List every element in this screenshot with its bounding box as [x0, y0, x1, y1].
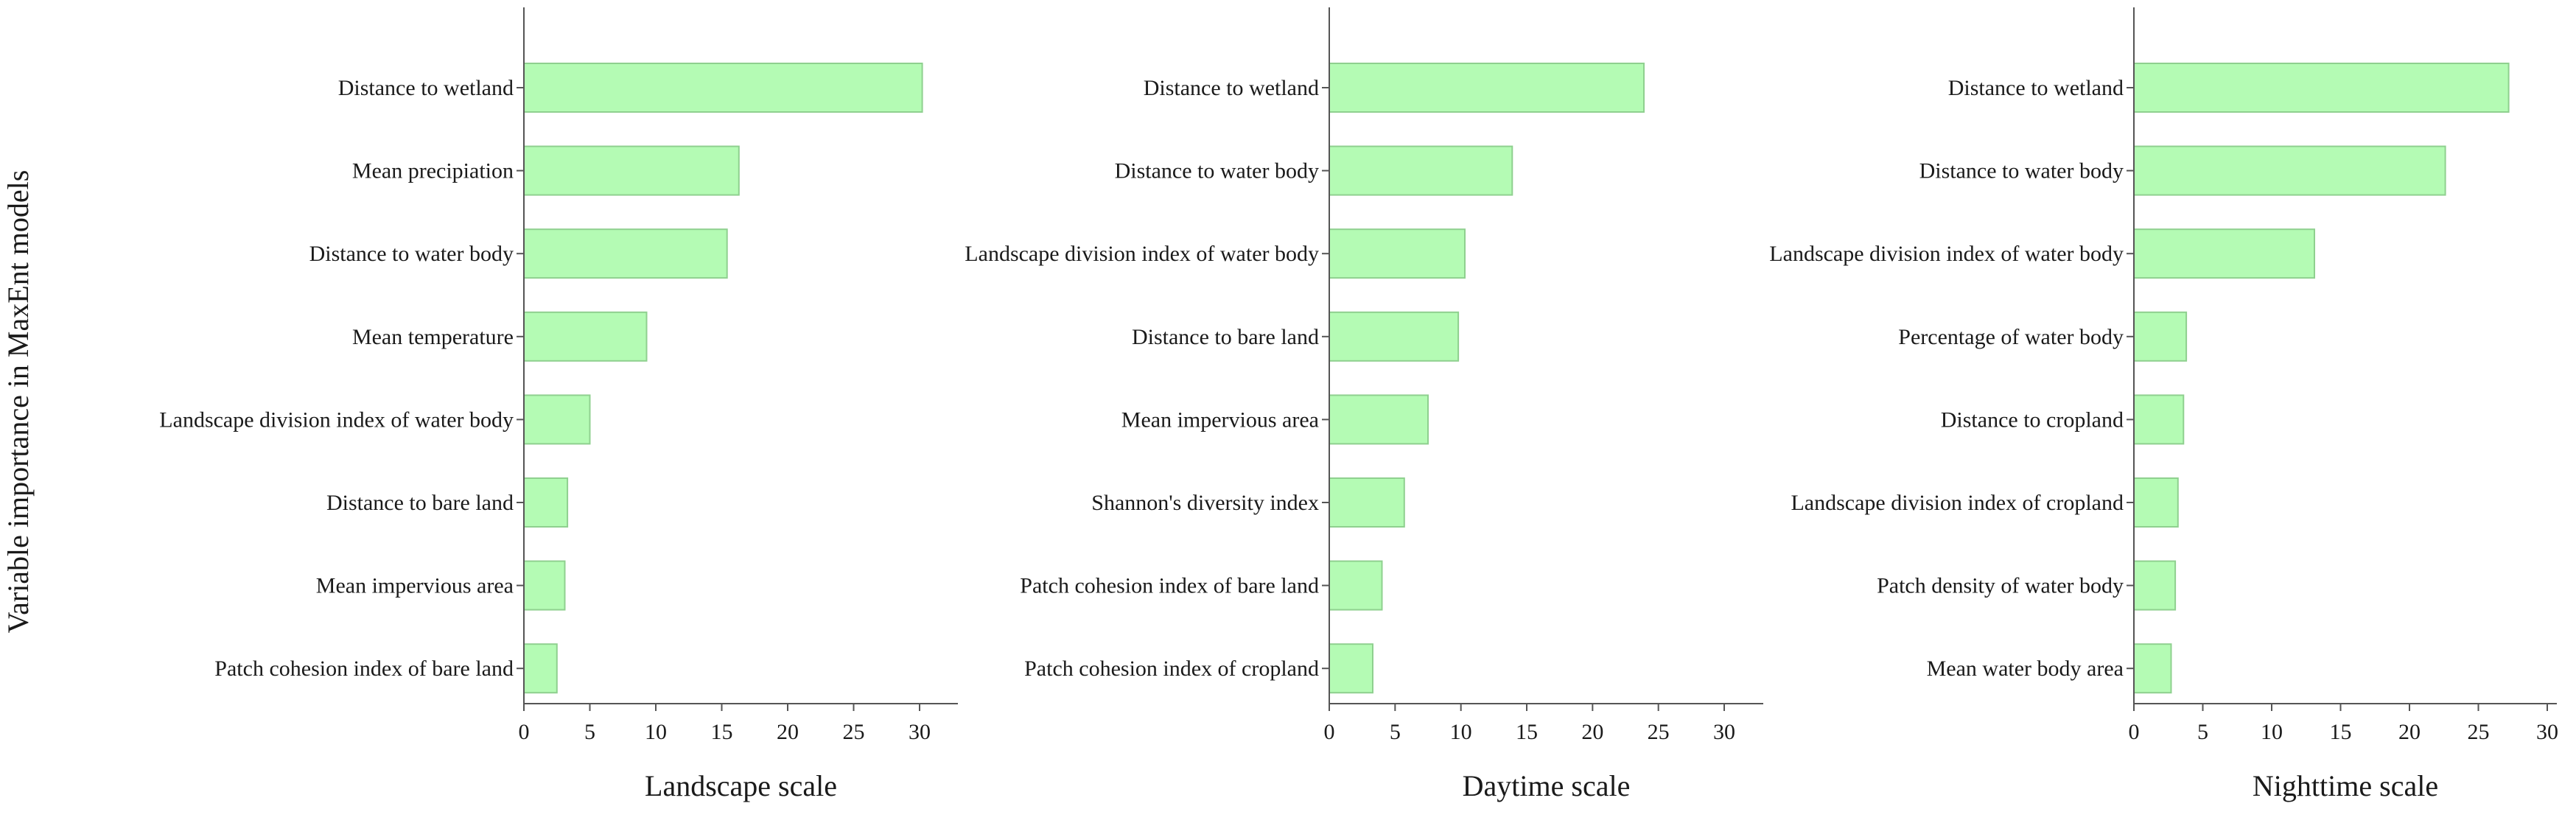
bar-mark	[1329, 311, 1460, 362]
category-label: Landscape division index of water body	[159, 407, 514, 432]
bar-mark	[523, 228, 728, 279]
bar-mark	[1329, 63, 1645, 113]
x-tick-label: 25	[2468, 720, 2490, 744]
category-label: Patch cohesion index of cropland	[1024, 656, 1319, 681]
bar-mark	[523, 63, 923, 113]
category-label: Mean impervious area	[316, 574, 514, 598]
category-label: Percentage of water body	[1898, 325, 2124, 349]
x-tick-label: 10	[645, 720, 667, 744]
y-axis-title: Variable importance in MaxEnt models	[1, 170, 35, 634]
bar-mark	[2133, 145, 2446, 196]
bar-mark	[1329, 643, 1373, 694]
category-label: Patch cohesion index of bare land	[1020, 574, 1319, 598]
bar-mark	[2133, 643, 2172, 694]
x-tick-label: 0	[2129, 720, 2140, 744]
x-tick-label: 20	[777, 720, 799, 744]
category-label: Patch cohesion index of bare land	[214, 656, 514, 681]
x-tick-label: 15	[711, 720, 733, 744]
category-label: Landscape division index of water body	[1769, 242, 2124, 266]
bar-mark	[1329, 560, 1383, 611]
bar-mark	[2133, 311, 2188, 362]
bar-mark	[2133, 560, 2177, 611]
x-tick-label: 5	[1390, 720, 1401, 744]
x-tick-label: 15	[2330, 720, 2352, 744]
category-label: Patch density of water body	[1877, 574, 2124, 598]
category-label: Distance to wetland	[1948, 76, 2124, 100]
category-label: Distance to bare land	[1132, 325, 1319, 349]
x-tick-label: 30	[2536, 720, 2558, 744]
bar-mark	[523, 477, 569, 528]
x-tick-label: 5	[2197, 720, 2208, 744]
x-axis-title: Landscape scale	[645, 769, 837, 802]
chart-panel-2: Distance to wetland Distance to water bod…	[965, 7, 1763, 802]
x-tick-label: 10	[2261, 720, 2283, 744]
x-tick-label: 5	[584, 720, 595, 744]
category-label: Mean water body area	[1927, 656, 2124, 681]
bar-mark	[2133, 228, 2315, 279]
category-label: Mean impervious area	[1121, 407, 1319, 432]
category-label: Mean precipiation	[352, 159, 514, 183]
bar-mark	[1329, 145, 1513, 196]
bar-mark	[2133, 394, 2185, 445]
bar-mark	[2133, 63, 2510, 113]
x-tick-label: 30	[909, 720, 931, 744]
bar-mark	[1329, 394, 1429, 445]
category-label: Landscape division index of cropland	[1791, 491, 2124, 515]
x-tick-label: 30	[1713, 720, 1735, 744]
category-label: Distance to water body	[309, 242, 514, 266]
category-label: Distance to wetland	[338, 76, 514, 100]
bar-mark	[2133, 477, 2179, 528]
x-tick-label: 10	[1450, 720, 1472, 744]
bar-mark	[1329, 477, 1405, 528]
category-label: Mean temperature	[352, 325, 514, 349]
category-label: Distance to water body	[1919, 159, 2124, 183]
bar-mark	[523, 311, 648, 362]
chart-panel-1: Distance to wetland Mean precipiation Dist…	[159, 7, 958, 802]
x-tick-label: 25	[1648, 720, 1670, 744]
x-tick-label: 0	[1324, 720, 1335, 744]
x-axis-title: Daytime scale	[1463, 769, 1631, 802]
bar-mark	[523, 145, 740, 196]
chart-panel-3: Distance to wetland Distance to water bod…	[1769, 7, 2558, 802]
category-label: Shannon's diversity index	[1091, 491, 1319, 515]
category-label: Distance to cropland	[1941, 407, 2124, 432]
x-tick-label: 15	[1516, 720, 1538, 744]
x-tick-label: 25	[843, 720, 865, 744]
category-label: Landscape division index of water body	[965, 242, 1319, 266]
x-tick-label: 20	[1581, 720, 1603, 744]
bar-mark	[1329, 228, 1466, 279]
x-tick-label: 20	[2398, 720, 2421, 744]
x-tick-label: 0	[519, 720, 530, 744]
x-axis-title: Nighttime scale	[2253, 769, 2438, 802]
bar-mark	[523, 643, 558, 694]
category-label: Distance to wetland	[1144, 76, 1319, 100]
bar-mark	[523, 560, 566, 611]
category-label: Distance to bare land	[326, 491, 514, 515]
bar-mark	[523, 394, 591, 445]
category-label: Distance to water body	[1115, 159, 1319, 183]
